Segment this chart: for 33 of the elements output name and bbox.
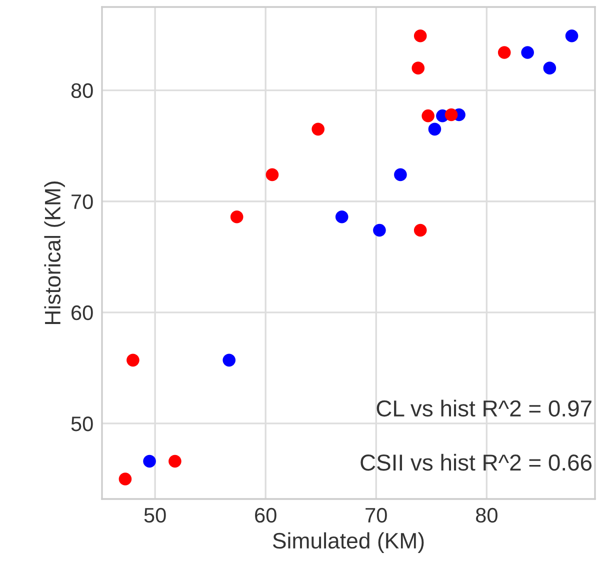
point [168, 454, 182, 468]
x-tick-label: 50 [144, 508, 166, 523]
y-tick-label: 70 [72, 194, 93, 210]
point [414, 29, 427, 42]
y-tick-label: 60 [72, 305, 93, 320]
point [414, 224, 427, 237]
point [143, 454, 156, 468]
point [422, 109, 434, 122]
point [222, 354, 236, 367]
point [335, 210, 348, 224]
point [312, 122, 325, 136]
point [118, 472, 132, 486]
x-tick-label: 60 [255, 508, 276, 523]
point [428, 122, 442, 136]
point [498, 46, 511, 59]
annotation: CSII vs hist R^2 = 0.66 [360, 454, 592, 471]
point [412, 62, 425, 74]
point [394, 168, 407, 182]
x-tick-label: 80 [476, 508, 498, 523]
point [230, 210, 244, 224]
y-tick-label: 50 [71, 416, 93, 432]
point [126, 354, 140, 367]
point [266, 168, 279, 182]
point [444, 108, 458, 122]
point [373, 224, 386, 237]
point [543, 62, 556, 74]
x-tick-label: 70 [366, 508, 387, 523]
annotation: CL vs hist R^2 = 0.97 [376, 400, 592, 417]
point [565, 29, 578, 42]
point [521, 46, 534, 59]
y-tick-label: 80 [71, 83, 93, 98]
y-axis-title: Historical (KM) [44, 182, 65, 324]
x-axis-title: Simulated (KM) [272, 532, 424, 554]
